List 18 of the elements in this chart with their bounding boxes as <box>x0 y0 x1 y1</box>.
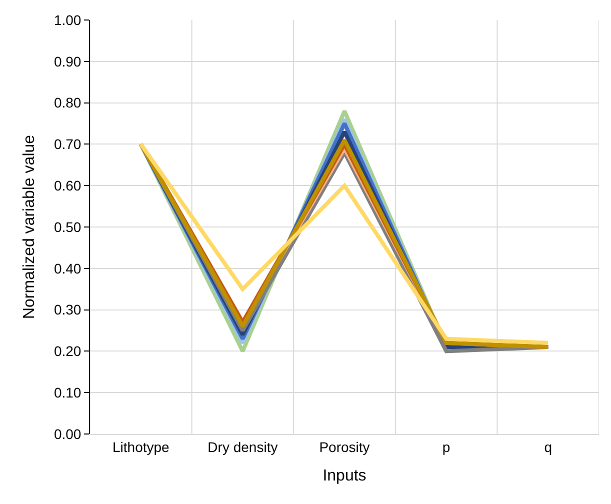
x-tick-label: p <box>442 438 450 455</box>
y-axis-title: Normalized variable value <box>20 134 38 320</box>
y-tick-label: 0.00 <box>54 426 82 442</box>
y-tick-label: 0.60 <box>54 178 82 194</box>
x-tick-label: Lithotype <box>112 438 170 455</box>
x-tick-label: Porosity <box>319 438 370 455</box>
y-tick-label: 0.20 <box>54 343 82 360</box>
y-tick-label: 0.70 <box>54 136 82 152</box>
y-tick-label: 0.50 <box>54 218 82 235</box>
y-tick-label: 0.90 <box>54 53 82 70</box>
y-tick-label: 1.00 <box>54 12 82 28</box>
x-tick-label: q <box>544 438 552 455</box>
y-tick-label: 0.30 <box>54 302 82 318</box>
x-axis-title: Inputs <box>322 468 366 484</box>
y-tick-label: 0.80 <box>54 94 82 111</box>
y-tick-label: 0.40 <box>54 260 82 276</box>
y-tick-label: 0.10 <box>54 384 82 400</box>
x-tick-label: Dry density <box>208 438 278 455</box>
